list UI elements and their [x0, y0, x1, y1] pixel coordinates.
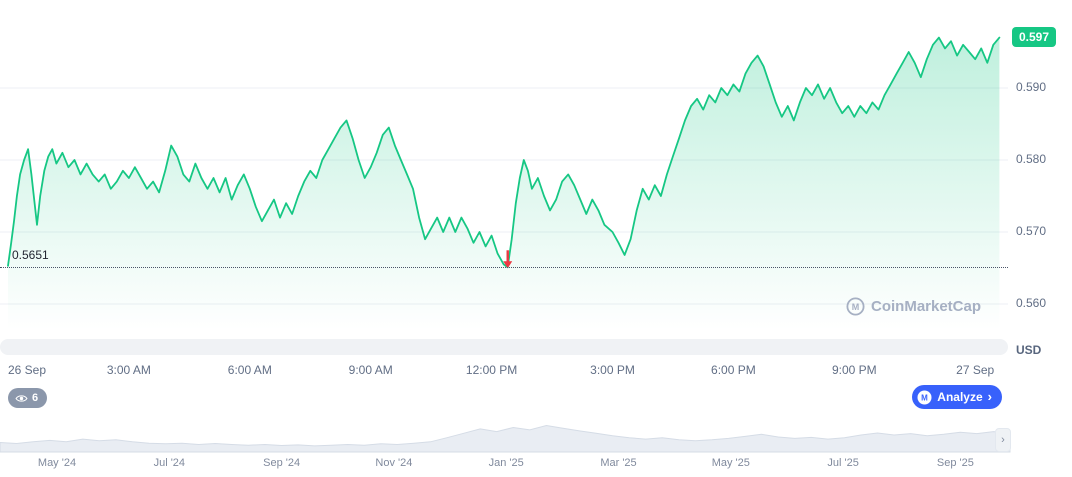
navigator-month-label: Jul '24 — [153, 457, 186, 469]
time-axis-tick-label: 27 Sep — [956, 363, 995, 377]
range-navigator[interactable]: › May '24 Jul '24 Sep '24 Nov '24 Jan '25 Mar… — [0, 412, 1072, 477]
chevron-right-icon: › — [1001, 434, 1005, 446]
coinmarketcap-watermark: M CoinMarketCap — [846, 297, 981, 316]
navigator-month-label: May '24 — [37, 457, 77, 469]
watermark-text: CoinMarketCap — [871, 298, 982, 315]
analyze-button-label: Analyze — [937, 390, 983, 404]
eye-icon — [15, 394, 28, 402]
coinmarketcap-logo-icon: M — [846, 297, 865, 316]
navigator-month-label: Jan '25 — [488, 457, 524, 469]
navigator-month-label: May '25 — [711, 457, 750, 469]
watchers-count: 6 — [32, 392, 39, 404]
time-axis-tick-label: 3:00 AM — [106, 363, 151, 377]
navigator-scroll-handle[interactable]: › — [995, 428, 1011, 452]
low-point-arrow-icon — [503, 250, 513, 269]
time-axis-tick-label: 9:00 AM — [348, 363, 393, 377]
time-axis: 26 Sep 3:00 AM 6:00 AM 9:00 AM 12:00 PM 3:00 … — [0, 363, 1072, 379]
svg-text:M: M — [852, 302, 860, 312]
horizontal-scrollbar[interactable] — [0, 339, 1008, 355]
main-price-chart[interactable] — [0, 0, 1072, 356]
navigator-month-labels: May '24 Jul '24 Sep '24 Nov '24 Jan '25 Mar '… — [0, 457, 1072, 471]
navigator-month-label: Sep '25 — [936, 457, 974, 469]
time-axis-tick-label: 26 Sep — [8, 363, 47, 377]
time-axis-tick-label: 6:00 AM — [227, 363, 272, 377]
navigator-area-chart[interactable] — [0, 412, 1072, 454]
navigator-area-fill — [0, 424, 1011, 453]
navigator-month-label: Nov '24 — [375, 457, 413, 469]
currency-unit-label: USD — [1016, 343, 1042, 357]
svg-text:M: M — [921, 393, 928, 402]
time-axis-tick-label: 9:00 PM — [831, 363, 877, 377]
navigator-month-label: Mar '25 — [600, 457, 637, 469]
time-axis-tick-label: 6:00 PM — [711, 363, 756, 377]
price-area-fill — [8, 37, 1000, 338]
navigator-month-label: Sep '24 — [263, 457, 301, 469]
watchers-badge: 6 — [8, 388, 48, 408]
min-price-dotted-line — [0, 267, 1008, 269]
price-axis-tick-label: 0.570 — [1016, 224, 1047, 238]
coinmarketcap-logo-icon: M — [917, 390, 932, 404]
time-axis-tick-label: 3:00 PM — [590, 363, 635, 377]
min-price-label: 0.5651 — [12, 248, 49, 263]
current-price-badge: 0.597 — [1012, 26, 1057, 47]
analyze-button[interactable]: M Analyze › — [912, 385, 1002, 409]
price-axis: 0.590 0.580 0.570 0.560 — [1008, 0, 1072, 356]
price-axis-tick-label: 0.590 — [1016, 80, 1047, 94]
chevron-right-icon: › — [987, 389, 992, 404]
price-axis-tick-label: 0.560 — [1016, 296, 1047, 310]
price-line — [7, 36, 1001, 269]
time-axis-tick-label: 12:00 PM — [465, 363, 518, 377]
price-axis-tick-label: 0.580 — [1016, 152, 1047, 166]
navigator-month-label: Jul '25 — [827, 457, 859, 469]
